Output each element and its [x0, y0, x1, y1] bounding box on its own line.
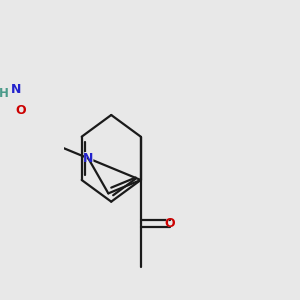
- Text: O: O: [164, 216, 176, 230]
- Text: O: O: [14, 103, 26, 117]
- Text: N: N: [11, 83, 22, 96]
- Text: N: N: [83, 152, 94, 165]
- Text: N: N: [11, 82, 22, 96]
- Text: H: H: [0, 87, 9, 100]
- Text: N: N: [82, 151, 94, 165]
- Text: O: O: [164, 217, 175, 230]
- Text: O: O: [15, 104, 26, 117]
